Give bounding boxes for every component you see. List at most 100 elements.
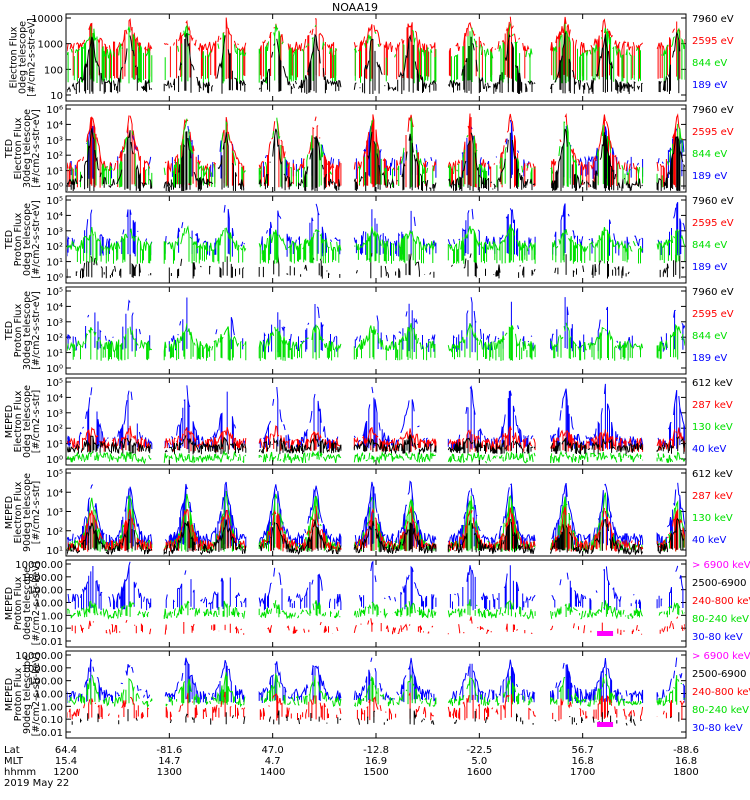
legend-entry: 7960 eV — [692, 105, 734, 116]
x-tick-label-mlt: 16.8 — [675, 756, 697, 767]
y-tick-label: 10¹ — [46, 440, 63, 451]
y-tick-label: 100.00 — [28, 677, 63, 688]
y-axis-label: [#/cm2-s-str-eV] — [27, 18, 38, 97]
x-tick-label-mlt: 4.7 — [265, 756, 281, 767]
y-axis-label: Proton Flux — [13, 212, 24, 266]
y-axis-label: [#/cm2-s-str] — [31, 481, 42, 544]
y-tick-label: 10¹ — [46, 258, 63, 269]
legend-entry: 844 eV — [692, 331, 727, 342]
series-red-trace — [67, 16, 685, 80]
y-tick-label: 10⁴ — [46, 120, 63, 131]
series-green-trace — [67, 599, 685, 620]
x-tick-label-lat: 47.0 — [262, 745, 284, 756]
series-group — [67, 480, 685, 555]
y-tick-label: 10³ — [46, 136, 63, 147]
legend-entry: 7960 eV — [692, 14, 734, 25]
y-tick-label: 10⁵ — [46, 287, 63, 298]
y-tick-label: 10⁰ — [46, 273, 63, 284]
bottom-row-label: MLT — [4, 756, 24, 767]
legend-entry: 80-240 keV — [692, 614, 749, 625]
y-tick-label: 10² — [46, 527, 63, 538]
x-tick-label-mlt: 15.4 — [55, 756, 77, 767]
x-tick-label-hhmm: 1700 — [570, 767, 595, 778]
series-magenta-mark — [609, 722, 614, 727]
legend-entry: 7960 eV — [692, 196, 734, 207]
y-tick-label: 10.00 — [34, 599, 63, 610]
y-tick-label: 100 — [44, 65, 63, 76]
legend-entry: > 6900 keV — [692, 560, 750, 571]
y-axis-label: [#/cm2-s-str-keV] — [31, 653, 42, 737]
x-tick-label-lat: 64.4 — [55, 745, 77, 756]
y-axis-label: Proton Flux — [13, 667, 24, 721]
y-axis-label: 30deg telescope — [22, 109, 33, 188]
x-tick-label-lat: -81.6 — [156, 745, 182, 756]
x-tick-label-lat: -12.8 — [363, 745, 389, 756]
series-green-trace — [67, 224, 685, 264]
legend-entry: 287 keV — [692, 400, 733, 411]
y-tick-label: 10000.00 — [15, 651, 63, 662]
series-group — [67, 562, 685, 636]
y-tick-label: 10⁵ — [46, 378, 63, 389]
x-tick-label-mlt: 16.8 — [572, 756, 594, 767]
y-tick-label: 1.00 — [41, 611, 63, 622]
legend-entry: 844 eV — [692, 240, 727, 251]
y-tick-label: 10⁵ — [46, 196, 63, 207]
legend-entry: 240-800 keV — [692, 596, 750, 607]
series-magenta-mark — [600, 722, 605, 727]
legend-entry: 2595 eV — [692, 36, 734, 47]
legend-entry: 130 keV — [692, 422, 733, 433]
chart-title: NOAA19 — [332, 1, 378, 14]
y-tick-label: 10² — [46, 242, 63, 253]
y-tick-label: 10⁰ — [46, 182, 63, 193]
series-red-trace — [71, 616, 685, 636]
y-axis-label: [#/cm2-s-str-eV] — [31, 200, 42, 279]
series-black-trace — [67, 128, 685, 191]
y-tick-label: 10⁴ — [46, 211, 63, 222]
x-tick-label-hhmm: 1600 — [467, 767, 492, 778]
y-tick-label: 0.01 — [41, 728, 63, 739]
bottom-row-label: Lat — [4, 745, 20, 756]
y-axis-label: Electron Flux — [9, 26, 20, 88]
series-magenta-mark — [606, 722, 611, 727]
panel-7: 10000.00 1000.00 100.00 10.001.00 0.10 0.01 ME… — [4, 559, 750, 648]
legend-entry: 189 eV — [692, 353, 727, 364]
y-tick-label: 10000 — [31, 14, 63, 25]
x-tick-label-hhmm: 1200 — [53, 767, 78, 778]
y-tick-label: 1000.00 — [22, 664, 63, 675]
series-magenta-mark — [609, 631, 614, 636]
y-tick-label: 10⁰ — [46, 364, 63, 375]
series-magenta-mark — [603, 631, 608, 636]
y-axis-label: [#/cm2-s-str-eV] — [31, 291, 42, 370]
legend-entry: 189 eV — [692, 80, 727, 91]
y-tick-label: 10⁵ — [46, 469, 63, 480]
legend-entry: 130 keV — [692, 513, 733, 524]
legend-entry: 844 eV — [692, 149, 727, 160]
legend-entry: 612 keV — [692, 378, 733, 389]
date-label: 2019 May 22 — [4, 778, 69, 789]
panel-frame — [65, 377, 687, 466]
y-tick-label: 100.00 — [28, 586, 63, 597]
y-tick-label: 10³ — [46, 409, 63, 420]
series-green-trace — [67, 672, 685, 709]
legend-entry: 7960 eV — [692, 287, 734, 298]
x-tick-label-mlt: 16.9 — [365, 756, 387, 767]
series-group — [67, 114, 685, 191]
y-axis-label: 30deg telescope — [22, 291, 33, 370]
legend-entry: 189 eV — [692, 262, 727, 273]
y-tick-label: 10⁴ — [46, 488, 63, 499]
y-tick-label: 10¹ — [46, 167, 63, 178]
legend-entry: 844 eV — [692, 58, 727, 69]
legend-entry: 40 keV — [692, 444, 726, 455]
bottom-row-label: hhmm — [4, 767, 36, 778]
x-tick-label-lat: -22.5 — [466, 745, 492, 756]
x-tick-label-mlt: 14.7 — [158, 756, 180, 767]
y-axis-label: [#/cm2-s-str-eV] — [31, 109, 42, 188]
series-group — [67, 657, 685, 727]
y-axis-label: 90deg telescope — [22, 655, 33, 734]
x-tick-label-hhmm: 1300 — [157, 767, 182, 778]
y-tick-label: 10¹ — [46, 349, 63, 360]
